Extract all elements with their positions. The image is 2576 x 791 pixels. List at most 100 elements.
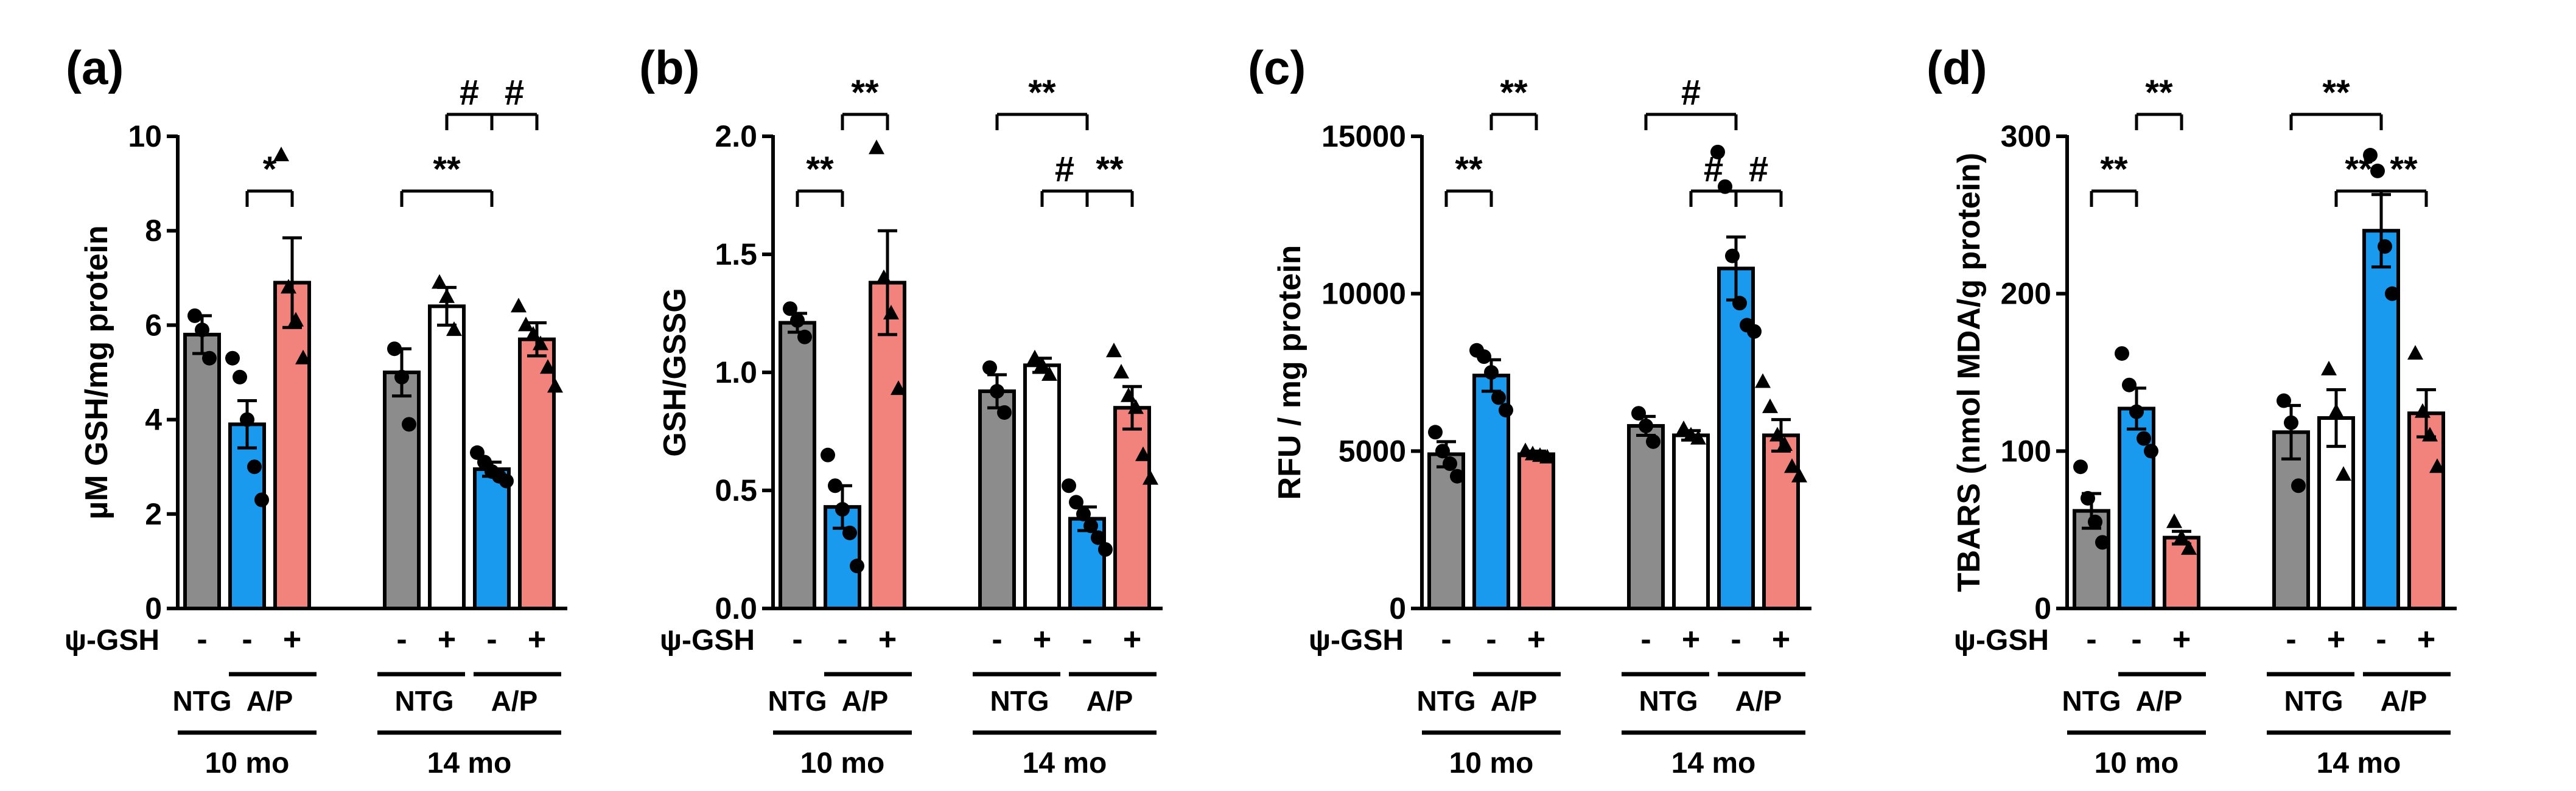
data-point (2277, 393, 2291, 408)
data-point (2407, 344, 2423, 360)
data-point (2291, 478, 2306, 493)
data-point (1777, 436, 1793, 451)
treatment-sign: - (1640, 622, 1651, 657)
genotype-label: NTG (990, 685, 1049, 717)
genotype-label: A/P (1735, 685, 1782, 717)
data-point (2081, 490, 2095, 506)
treatment-sign: - (1441, 622, 1451, 657)
bar (183, 332, 221, 610)
data-point (1676, 420, 1692, 436)
treatment-sign: - (837, 622, 847, 657)
bar (1472, 374, 1510, 610)
bar (1517, 452, 1555, 610)
data-point (869, 139, 884, 155)
data-point (850, 559, 864, 574)
significance-label: ** (1455, 150, 1483, 189)
data-point (273, 147, 289, 162)
treatment-sign: - (2286, 622, 2296, 657)
data-point (1477, 349, 1491, 364)
data-point (1725, 248, 1740, 263)
data-point (1027, 349, 1043, 364)
data-point (997, 405, 1012, 420)
y-tick-label: 8 (145, 214, 162, 248)
data-point (2336, 466, 2351, 481)
data-point (1041, 366, 1057, 381)
treatment-sign: + (1033, 622, 1051, 657)
data-point (446, 321, 462, 336)
significance-label: ** (2145, 73, 2173, 113)
age-group-label: 14 mo (1023, 747, 1107, 779)
y-tick-label: 0 (1389, 591, 1406, 625)
y-tick-label: 5000 (1339, 434, 1406, 468)
treatment-sign: + (1682, 622, 1700, 657)
data-point (1769, 427, 1785, 442)
treatment-sign: - (2131, 622, 2141, 657)
treatment-sign: - (197, 622, 207, 657)
panel-label: (d) (1927, 41, 1987, 94)
genotype-label: A/P (2381, 685, 2427, 717)
data-point (2429, 458, 2445, 473)
data-point (540, 359, 556, 374)
y-tick-label: 200 (2001, 277, 2051, 311)
treatment-label: ψ-GSH (1954, 624, 2049, 657)
bar (2407, 411, 2445, 611)
bar (1627, 423, 1665, 610)
data-point (1069, 495, 1083, 510)
significance-label: ** (2322, 73, 2350, 113)
data-point (247, 459, 262, 475)
genotype-label: NTG (1416, 685, 1475, 717)
age-group-label: 14 mo (2317, 747, 2401, 779)
data-point (783, 301, 797, 316)
bar (518, 337, 556, 610)
data-point (295, 349, 311, 364)
data-point (2284, 415, 2298, 430)
data-point (2385, 286, 2399, 301)
genotype-label: NTG (768, 685, 827, 717)
data-point (1106, 343, 1122, 358)
bar (383, 371, 421, 610)
significance-label: # (1681, 73, 1701, 113)
data-point (499, 473, 514, 489)
data-point (2378, 239, 2392, 254)
treatment-sign: + (2172, 622, 2191, 657)
genotype-label: NTG (394, 685, 453, 717)
data-point (797, 329, 812, 344)
treatment-sign: - (1082, 622, 1092, 657)
significance-label: # (1055, 150, 1074, 189)
data-point (1484, 365, 1499, 380)
bar (2163, 535, 2200, 610)
data-point (394, 369, 409, 385)
treatment-sign: + (1527, 622, 1545, 657)
data-point (835, 502, 850, 517)
panel-b: (b) 0.0 0.5 1.0 1.5 2.0 GSH/GSSG ** ** ** # ** ψ-GSH… (639, 41, 1163, 779)
genotype-label: A/P (1491, 685, 1538, 717)
data-point (1098, 542, 1113, 557)
y-tick-label: 1.5 (715, 237, 757, 271)
significance-label: # (460, 73, 479, 113)
y-tick-label: 2 (145, 497, 162, 531)
genotype-label: A/P (247, 685, 293, 717)
data-point (2073, 459, 2088, 475)
data-point (511, 298, 527, 313)
age-group-label: 10 mo (1449, 747, 1534, 779)
panel-label: (b) (639, 41, 700, 94)
data-point (2328, 403, 2344, 418)
data-point (402, 417, 416, 432)
y-tick-label: 6 (145, 308, 162, 342)
panel-d: (d) 0 100 200 300 TBARS (nmol MDA/g protein) *… (1927, 41, 2457, 779)
data-point (1690, 430, 1706, 445)
y-axis-label: TBARS (nmol MDA/g protein) (1951, 153, 1987, 592)
data-point (432, 274, 447, 289)
data-point (1646, 434, 1661, 449)
data-point (1450, 469, 1465, 484)
significance-label: ** (806, 150, 834, 189)
data-point (1428, 425, 1443, 440)
data-point (225, 350, 240, 366)
significance-label: # (505, 73, 524, 113)
data-point (842, 525, 857, 540)
data-point (281, 279, 296, 294)
significance-label: # (1704, 150, 1723, 189)
treatment-label: ψ-GSH (660, 624, 755, 657)
